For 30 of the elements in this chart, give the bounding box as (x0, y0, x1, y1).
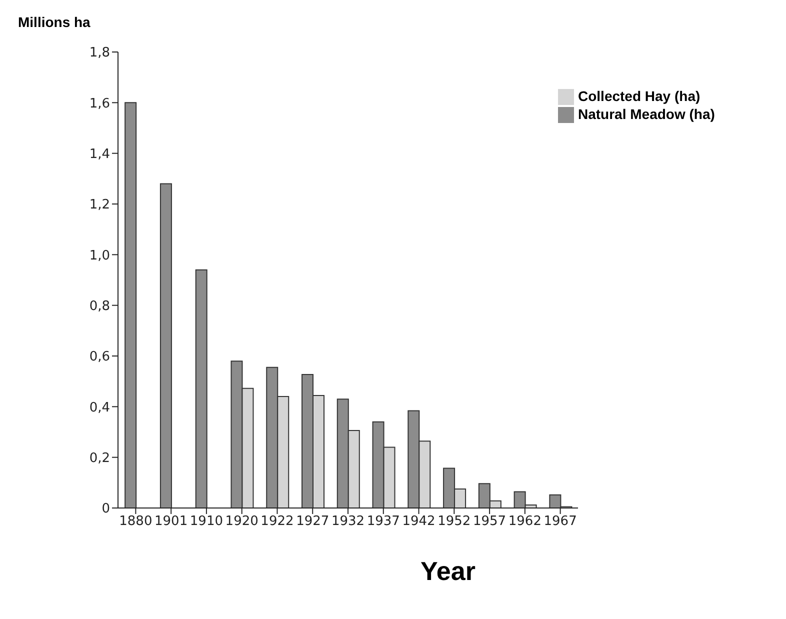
legend-label: Natural Meadow (ha) (578, 106, 715, 122)
x-tick-label: 1910 (190, 514, 224, 530)
bar (195, 269, 208, 508)
x-axis-title: Year (420, 556, 476, 587)
x-tick-label: 1952 (438, 514, 471, 530)
x-tick-label: 1942 (402, 514, 436, 530)
y-tick-label: 0,6 (89, 350, 110, 365)
y-tick-label: 0,2 (89, 450, 110, 466)
x-tick-label: 1927 (296, 514, 330, 530)
x-tick-label: 1957 (472, 514, 506, 530)
y-tick-label: 0,4 (89, 400, 110, 416)
bar (160, 183, 172, 508)
x-tick-label: 1932 (331, 514, 365, 530)
y-tick-label: 1,4 (89, 146, 110, 162)
x-tick-label: 1922 (260, 514, 294, 530)
y-tick-label: 1,6 (89, 96, 110, 112)
x-tick-label: 1901 (154, 514, 188, 530)
x-tick-label: 1937 (366, 514, 400, 530)
x-tick-label: 1962 (508, 514, 542, 530)
y-tick-label: 1,0 (89, 248, 110, 264)
y-tick-label: 0 (102, 502, 110, 517)
y-tick-label: 1,2 (89, 198, 110, 213)
y-tick-label: 1,8 (89, 46, 110, 61)
bar (124, 102, 137, 508)
y-tick-label: 0,8 (89, 298, 110, 314)
x-tick-label: 1880 (119, 514, 152, 530)
y-axis-title: Millions ha (18, 14, 90, 30)
legend-label: Collected Hay (ha) (578, 88, 700, 104)
x-tick-label: 1967 (544, 514, 577, 530)
x-tick-label: 1920 (225, 514, 258, 530)
